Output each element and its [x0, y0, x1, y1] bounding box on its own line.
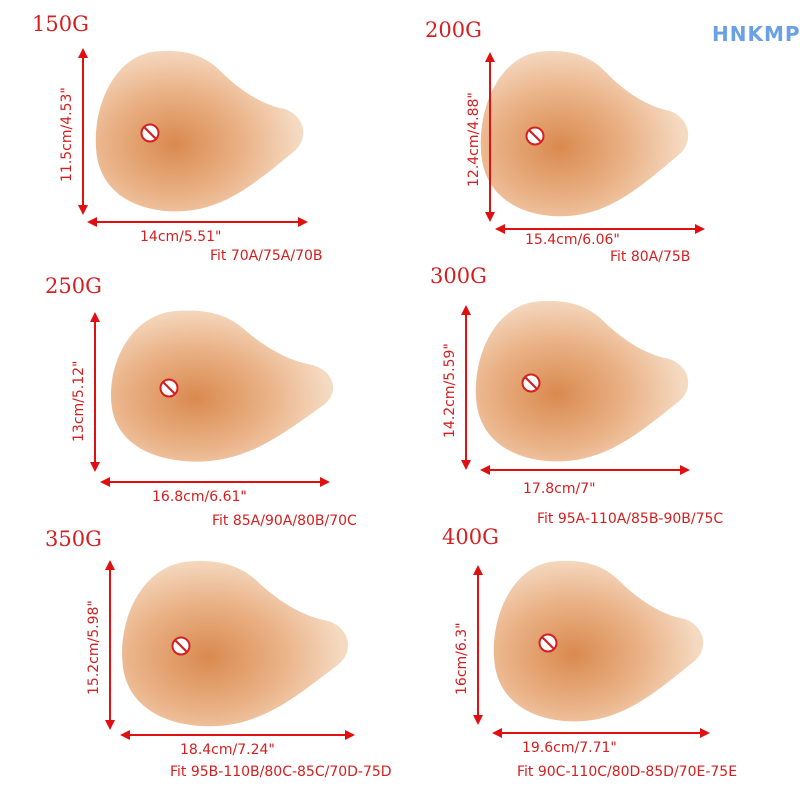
no-symbol-icon — [525, 126, 544, 146]
width-arrow — [100, 477, 330, 487]
width-label: 18.4cm/7.24" — [180, 742, 275, 758]
height-arrow — [105, 560, 115, 730]
breast-form-image — [493, 560, 704, 722]
width-arrow — [480, 465, 690, 475]
breast-form-image — [480, 51, 689, 217]
width-label: 16.8cm/6.61" — [152, 489, 247, 505]
width-label: 17.8cm/7" — [523, 481, 596, 497]
fit-label: Fit 70A/75A/70B — [210, 248, 323, 264]
fit-label: Fit 80A/75B — [610, 249, 691, 265]
watermark: HNKMP — [712, 22, 800, 46]
breast-form-shape — [493, 560, 704, 722]
width-arrow — [495, 224, 705, 234]
weight-label: 400G — [442, 525, 499, 549]
height-arrow — [90, 312, 100, 472]
no-symbol-icon — [159, 378, 179, 398]
breast-form-image — [95, 50, 304, 212]
breast-form-image — [110, 310, 334, 462]
width-label: 19.6cm/7.71" — [522, 740, 617, 756]
no-symbol-icon — [521, 373, 541, 393]
height-label: 13cm/5.12" — [71, 360, 87, 442]
breast-form-shape — [122, 561, 349, 727]
breast-form-shape — [95, 50, 304, 212]
height-label: 15.2cm/5.98" — [86, 600, 102, 695]
fit-label: Fit 95A-110A/85B-90B/75C — [537, 511, 724, 527]
height-label: 12.4cm/4.88" — [466, 92, 482, 187]
fit-label: Fit 85A/90A/80B/70C — [212, 513, 357, 529]
weight-label: 350G — [45, 527, 102, 551]
height-arrow — [461, 305, 471, 470]
height-arrow — [485, 52, 495, 222]
height-arrow — [473, 565, 483, 725]
weight-label: 200G — [425, 18, 482, 42]
breast-form-shape — [110, 310, 334, 462]
height-label: 14.2cm/5.59" — [442, 342, 458, 438]
breast-form-shape — [480, 51, 689, 217]
weight-label: 150G — [32, 12, 89, 36]
breast-form-shape — [475, 300, 689, 462]
height-label: 11.5cm/4.53" — [59, 86, 75, 182]
fit-label: Fit 95B-110B/80C-85C/70D-75D — [170, 764, 392, 780]
width-label: 15.4cm/6.06" — [525, 232, 620, 248]
no-symbol-icon — [171, 636, 191, 656]
height-label: 16cm/6.3" — [454, 622, 470, 695]
breast-form-image — [475, 300, 689, 462]
fit-label: Fit 90C-110C/80D-85D/70E-75E — [517, 764, 738, 780]
width-label: 14cm/5.51" — [140, 229, 222, 245]
width-arrow — [120, 730, 355, 740]
weight-label: 300G — [430, 264, 487, 288]
breast-form-image — [122, 561, 349, 727]
no-symbol-icon — [538, 633, 558, 653]
weight-label: 250G — [45, 274, 102, 298]
height-arrow — [78, 48, 88, 215]
width-arrow — [492, 728, 710, 738]
no-symbol-icon — [140, 123, 159, 143]
width-arrow — [87, 217, 308, 227]
